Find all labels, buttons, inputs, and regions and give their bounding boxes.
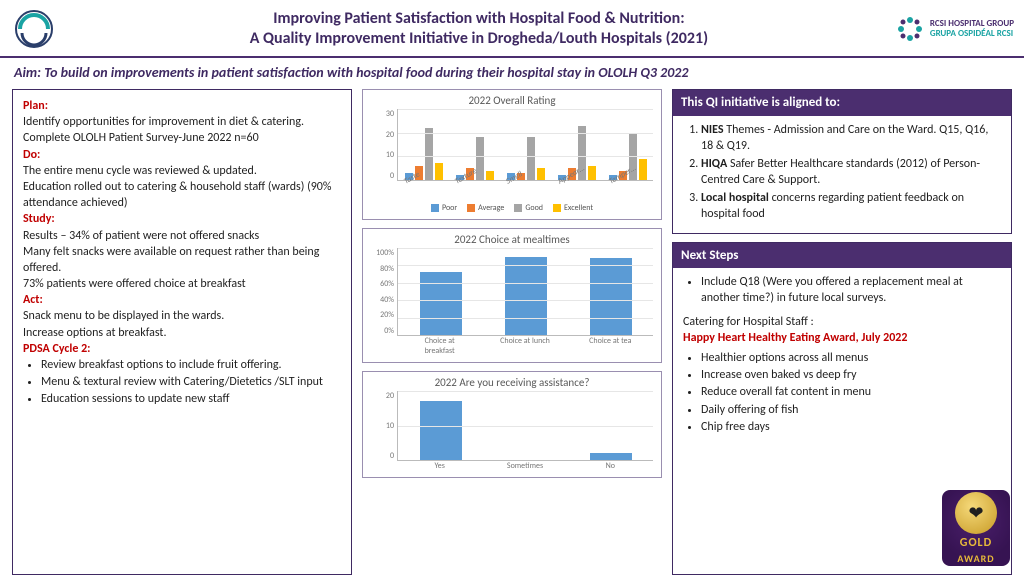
aligned-item: Local hospital concerns regarding patien… bbox=[701, 190, 1001, 222]
happy-heart-award: Happy Heart Healthy Eating Award, July 2… bbox=[683, 330, 1001, 346]
x-label: Choice at tea bbox=[580, 336, 640, 356]
bar bbox=[590, 453, 632, 460]
aligned-box: This QI initiative is aligned to: NIES T… bbox=[672, 89, 1012, 234]
bar bbox=[420, 401, 462, 460]
bar bbox=[505, 257, 547, 335]
aligned-list: NIES Themes - Admission and Care on the … bbox=[683, 122, 1001, 223]
title-line2: A Quality Improvement Initiative in Drog… bbox=[62, 29, 896, 49]
chart3-title: 2022 Are you receiving assistance? bbox=[369, 376, 655, 389]
next-item: Increase oven baked vs deep fry bbox=[701, 367, 931, 383]
x-label: Sometimes bbox=[495, 461, 555, 471]
aligned-header: This QI initiative is aligned to: bbox=[673, 90, 1011, 116]
pdsa2-label: PDSA Cycle 2: bbox=[23, 342, 90, 356]
next-item: Chip free days bbox=[701, 419, 931, 435]
study-label: Study: bbox=[23, 212, 55, 226]
x-label: No bbox=[580, 461, 640, 471]
header: Improving Patient Satisfaction with Hosp… bbox=[0, 0, 1024, 58]
chart1-legend: Poor Average Good Excellent bbox=[369, 203, 655, 213]
gold-award-badge: ❤ GOLD AWARD bbox=[942, 490, 1010, 566]
x-label: Yes bbox=[410, 461, 470, 471]
next-bullet-1: Include Q18 (Were you offered a replacem… bbox=[701, 274, 1001, 306]
act-label: Act: bbox=[23, 293, 43, 307]
legend-item: Good bbox=[514, 203, 543, 213]
pdsa2-item: Education sessions to update new staff bbox=[41, 391, 341, 407]
next-item: Daily offering of fish bbox=[701, 402, 931, 418]
chart1-title: 2022 Overall Rating bbox=[369, 94, 655, 107]
catering-subheader: Catering for Hospital Staff : bbox=[683, 314, 1001, 330]
act-1: Snack menu to be displayed in the wards. bbox=[23, 308, 341, 324]
logo-rcsi: RCSI HOSPITAL GROUP GRUPA OSPIDÉAL RCSI bbox=[896, 15, 1014, 43]
study-2: Many felt snacks were available on reque… bbox=[23, 244, 341, 276]
gold-text: GOLD bbox=[960, 536, 992, 550]
title-line1: Improving Patient Satisfaction with Hosp… bbox=[62, 9, 896, 29]
x-label: Choice at lunch bbox=[495, 336, 555, 356]
chart-choice-mealtimes: 2022 Choice at mealtimes 100%80%60%40%20… bbox=[362, 228, 662, 363]
award-text: AWARD bbox=[957, 552, 994, 565]
pdsa-box: Plan: Identify opportunities for improve… bbox=[12, 89, 352, 575]
legend-item: Poor bbox=[431, 203, 457, 213]
pdsa2-item: Review breakfast options to include frui… bbox=[41, 357, 341, 373]
do-2: Education rolled out to catering & house… bbox=[23, 179, 341, 211]
x-label: Choice at breakfast bbox=[410, 336, 470, 356]
legend-item: Excellent bbox=[553, 203, 593, 213]
rcsi-line2: GRUPA OSPIDÉAL RCSI bbox=[930, 29, 1014, 39]
chart-overall-rating: 2022 Overall Rating 3020100 TasteTexture… bbox=[362, 89, 662, 220]
do-label: Do: bbox=[23, 148, 40, 162]
legend-item: Average bbox=[467, 203, 504, 213]
next-item: Healthier options across all menus bbox=[701, 350, 931, 366]
plan-2: Complete OLOLH Patient Survey-June 2022 … bbox=[23, 130, 341, 146]
bar bbox=[486, 171, 494, 180]
aim-text: Aim: To build on improvements in patient… bbox=[0, 58, 1024, 85]
plan-1: Identify opportunities for improvement i… bbox=[23, 114, 341, 130]
study-3: 73% patients were offered choice at brea… bbox=[23, 276, 341, 292]
pdsa2-item: Menu & textural review with Catering/Die… bbox=[41, 374, 341, 390]
bar bbox=[590, 258, 632, 335]
pdsa2-list: Review breakfast options to include frui… bbox=[23, 357, 341, 408]
act-2: Increase options at breakfast. bbox=[23, 325, 341, 341]
logo-louth bbox=[10, 6, 62, 52]
do-1: The entire menu cycle was reviewed & upd… bbox=[23, 163, 341, 179]
study-1: Results – 34% of patient were not offere… bbox=[23, 228, 341, 244]
award-heart-icon: ❤ bbox=[955, 492, 997, 534]
chart-assistance: 2022 Are you receiving assistance? 20100… bbox=[362, 371, 662, 478]
aligned-item: NIES Themes - Admission and Care on the … bbox=[701, 122, 1001, 154]
next-bullets-2: Healthier options across all menusIncrea… bbox=[683, 350, 1001, 435]
plan-label: Plan: bbox=[23, 99, 48, 113]
page-title: Improving Patient Satisfaction with Hosp… bbox=[62, 9, 896, 49]
next-item: Reduce overall fat content in menu bbox=[701, 384, 931, 400]
next-header: Next Steps bbox=[673, 243, 1011, 269]
chart2-title: 2022 Choice at mealtimes bbox=[369, 233, 655, 246]
bar bbox=[420, 272, 462, 336]
aligned-item: HIQA Safer Better Healthcare standards (… bbox=[701, 156, 1001, 188]
